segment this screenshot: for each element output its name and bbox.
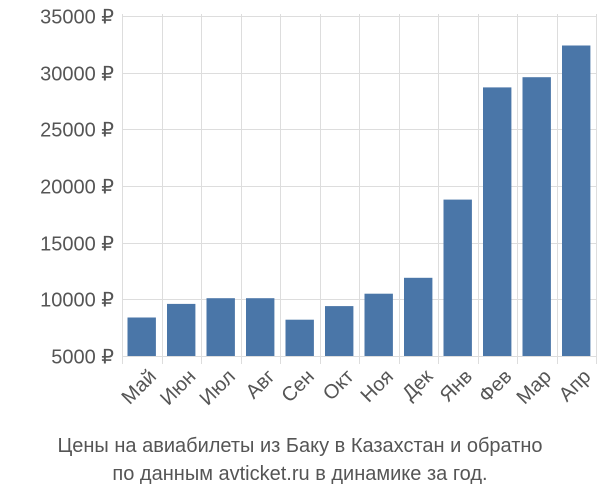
x-tick-label: Июн <box>156 366 200 410</box>
x-tick-label: Янв <box>436 366 477 407</box>
bar-11 <box>522 77 551 356</box>
x-tick-label: Апр <box>555 366 596 407</box>
y-tick-label: 25000 ₽ <box>40 120 114 142</box>
bar-1 <box>127 317 156 356</box>
bar-9 <box>443 199 472 356</box>
bar-7 <box>364 293 393 356</box>
x-tick-label: Май <box>118 366 161 409</box>
y-tick-label: 15000 ₽ <box>40 234 114 256</box>
bar-6 <box>325 306 354 356</box>
bar-10 <box>483 87 512 357</box>
bar-12 <box>562 45 591 356</box>
caption-line-2: по данным avticket.ru в динамике за год. <box>112 463 488 485</box>
y-tick-label: 20000 ₽ <box>40 177 114 199</box>
x-tick-label: Сен <box>277 366 318 407</box>
x-tick-label: Дек <box>398 365 437 404</box>
x-tick-label: Ноя <box>357 366 398 407</box>
bar-3 <box>206 298 235 356</box>
bar-chart: 5000 ₽ 10000 ₽ 15000 ₽ 20000 ₽ 25000 ₽ 30000 … <box>40 7 597 410</box>
x-tick-label: Июл <box>196 366 240 410</box>
x-tick-label: Окт <box>319 366 358 405</box>
x-tick-label: Авг <box>242 366 280 404</box>
x-tick-label: Мар <box>513 366 556 409</box>
bar-4 <box>246 298 275 356</box>
y-tick-label: 10000 ₽ <box>40 290 114 312</box>
grid <box>122 14 597 364</box>
y-axis: 5000 ₽ 10000 ₽ 15000 ₽ 20000 ₽ 25000 ₽ 30000 … <box>40 7 114 369</box>
y-tick-label: 35000 ₽ <box>40 7 114 29</box>
y-tick-label: 30000 ₽ <box>40 64 114 86</box>
bar-5 <box>285 319 314 356</box>
x-tick-label: Фев <box>475 366 517 408</box>
caption-line-1: Цены на авиабилеты из Баку в Казахстан и… <box>57 435 543 457</box>
bar-8 <box>404 277 433 356</box>
bars <box>127 45 591 357</box>
bar-2 <box>167 303 196 356</box>
y-tick-label: 5000 ₽ <box>51 347 114 369</box>
